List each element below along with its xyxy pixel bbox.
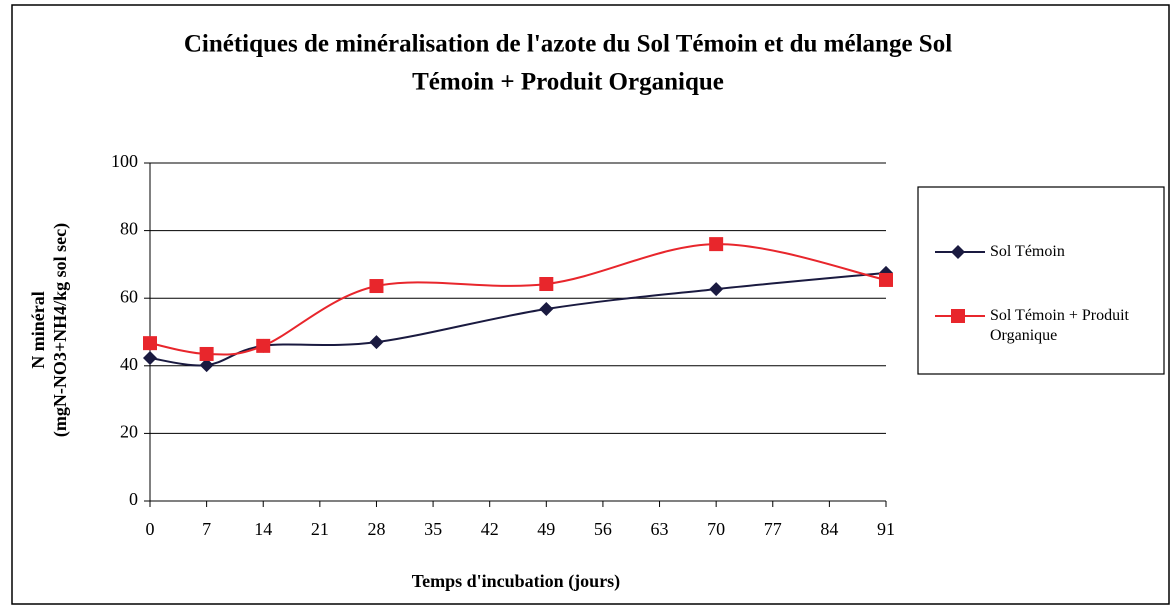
x-tick-label: 63 — [651, 519, 669, 539]
y-tick-label: 0 — [129, 489, 138, 509]
legend-marker — [951, 309, 965, 323]
marker — [879, 272, 893, 287]
chart-title: Cinétiques de minéralisation de l'azote … — [184, 31, 952, 58]
marker — [256, 338, 271, 353]
y-tick-label: 60 — [120, 286, 138, 306]
x-tick-label: 35 — [424, 519, 442, 539]
marker — [199, 346, 214, 361]
series-line — [149, 271, 887, 367]
x-tick-label: 91 — [877, 519, 895, 539]
x-tick-label: 70 — [707, 519, 725, 539]
y-tick-label: 40 — [120, 354, 138, 374]
marker — [539, 277, 554, 292]
marker — [709, 282, 724, 297]
y-tick-label: 100 — [111, 151, 138, 171]
marker — [143, 336, 157, 351]
series-line — [149, 243, 887, 356]
y-tick-label: 80 — [120, 219, 138, 239]
legend-marker — [951, 245, 965, 259]
x-tick-label: 56 — [594, 519, 612, 539]
legend-label: Sol Témoin + Produit Organique — [990, 307, 1129, 344]
x-tick-label: 49 — [537, 519, 555, 539]
marker — [199, 358, 214, 373]
x-tick-label: 0 — [146, 519, 155, 539]
x-tick-label: 21 — [311, 519, 329, 539]
y-axis-title: (mgN-NO3+NH4/kg sol sec) — [50, 223, 71, 437]
legend-label: Sol Témoin — [990, 243, 1065, 260]
y-axis-title: N minéral — [28, 291, 48, 368]
x-tick-label: 77 — [764, 519, 782, 539]
marker — [143, 351, 157, 366]
x-tick-label: 14 — [254, 519, 272, 539]
x-tick-label: 7 — [202, 519, 211, 539]
x-tick-label: 28 — [367, 519, 385, 539]
marker — [369, 279, 384, 294]
y-tick-label: 20 — [120, 422, 138, 442]
marker — [709, 237, 724, 252]
chart-title: Témoin + Produit Organique — [412, 69, 724, 96]
x-tick-label: 84 — [820, 519, 838, 539]
x-axis-title: Temps d'incubation (jours) — [412, 571, 620, 592]
marker — [369, 335, 384, 350]
x-tick-label: 42 — [481, 519, 499, 539]
legend-box — [917, 186, 1165, 375]
marker — [539, 302, 554, 317]
